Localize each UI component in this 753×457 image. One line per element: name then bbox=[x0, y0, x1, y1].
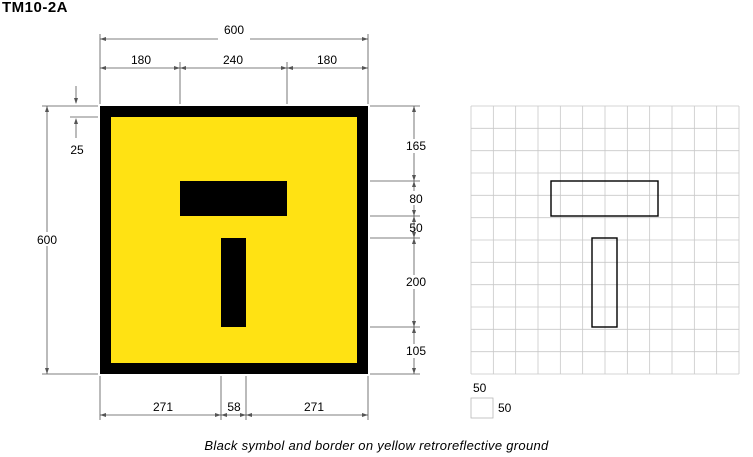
grid-scale-legend: 50 50 bbox=[470, 381, 512, 419]
dim-bottom-left: 271 bbox=[153, 400, 173, 414]
grid-cell-width: 50 bbox=[473, 381, 487, 395]
grid-cell-height: 50 bbox=[498, 401, 512, 415]
symbol-stem bbox=[221, 238, 246, 327]
grid-crossbar-outline bbox=[550, 180, 659, 217]
grid-cell-sample bbox=[470, 397, 494, 419]
dim-border: 25 bbox=[70, 143, 84, 157]
dim-right-5: 105 bbox=[406, 344, 426, 358]
dim-bottom-right: 271 bbox=[304, 400, 324, 414]
dim-overall-height: 600 bbox=[37, 233, 57, 247]
caption: Black symbol and border on yellow retror… bbox=[204, 438, 549, 453]
sign-face bbox=[100, 106, 368, 374]
dim-top-middle: 240 bbox=[223, 53, 243, 67]
dim-overall-width: 600 bbox=[224, 23, 244, 37]
dimension-arrows bbox=[45, 37, 416, 417]
dim-right-1: 165 bbox=[406, 139, 426, 153]
grid-stem-outline bbox=[591, 237, 618, 328]
sign-code-title: TM10-2A bbox=[2, 0, 69, 16]
dim-bottom-middle: 58 bbox=[227, 400, 241, 414]
dim-right-3: 50 bbox=[409, 221, 423, 235]
dim-top-right: 180 bbox=[317, 53, 337, 67]
dimension-labels: 600 180 240 180 600 25 165 80 50 200 105… bbox=[32, 23, 429, 414]
setting-out-grid bbox=[470, 105, 740, 375]
symbol-crossbar bbox=[180, 181, 287, 216]
dim-top-left: 180 bbox=[131, 53, 151, 67]
dim-right-4: 200 bbox=[406, 275, 426, 289]
dim-right-2: 80 bbox=[409, 192, 423, 206]
